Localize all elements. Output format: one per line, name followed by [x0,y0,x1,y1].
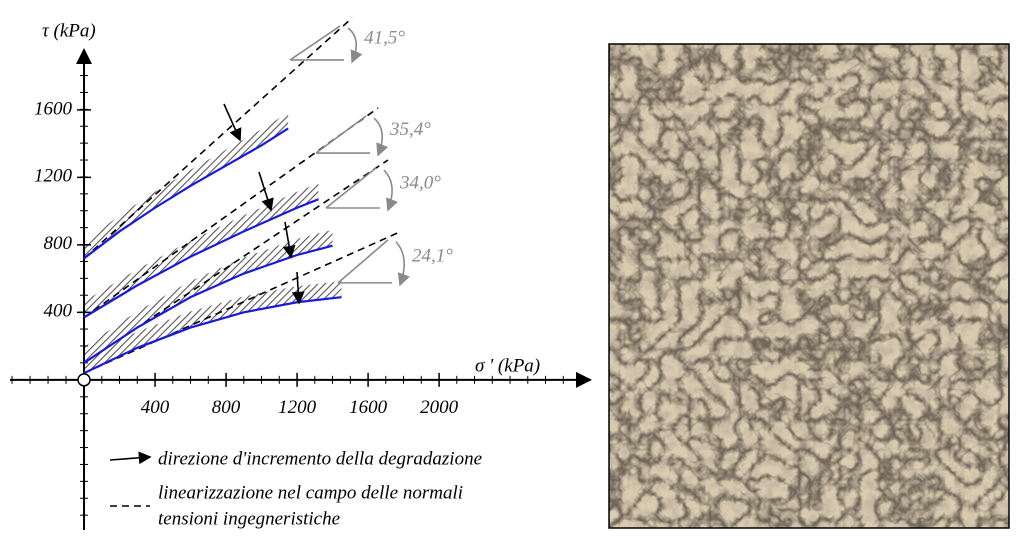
angle-label: 35,4° [389,119,431,140]
angle-sign [289,25,345,61]
envelope-curve [83,198,319,319]
angle-label: 34,0° [399,172,441,193]
angle-arc [373,117,389,157]
envelope-curve [83,244,333,364]
y-tick-label: 800 [44,233,73,254]
plot: 400 800 1200 1600 2000 400 800 1200 1600 σ ' (kPa… [10,17,592,530]
legend-text: direzione d'incremento della degradazion… [158,448,482,469]
x-tick-label: 800 [212,397,241,418]
angle-arc [383,169,398,212]
envelope-curve [83,127,289,260]
origin [77,373,91,387]
x-tick-label: 400 [141,397,170,418]
y-tick-label: 1200 [34,166,73,187]
y-axis-label: τ (kPa) [42,20,96,41]
hatch-band [84,183,319,318]
hatch-band [84,112,289,259]
legend-arrow [109,451,152,465]
rock-photo [608,43,1010,529]
degradation-arrows [223,103,305,305]
linearization [83,231,401,374]
x-tick-label: 1200 [278,397,317,418]
hatch-band [84,229,333,363]
y-tick-label: 400 [44,301,73,322]
angle-arc [395,241,410,287]
angle-label: 41,5° [364,27,405,48]
y-tick-label: 1600 [34,98,73,119]
angle-sign [315,115,371,154]
x-tick-label: 1600 [349,397,388,418]
legend-text: linearizzazione nel campo delle normali [158,482,463,503]
x-tick-label: 2000 [420,397,459,418]
legend: direzione d'incremento della degradazion… [109,448,482,529]
legend-text: tensioni ingegneristiche [158,508,340,529]
angle-arc [347,27,363,64]
angle-sign [325,167,380,209]
x-axis-label: σ ' (kPa) [475,355,540,376]
angle-sign [337,239,393,284]
angle-label: 24,1° [412,246,453,267]
linearization [83,17,353,259]
hatch-band [84,281,342,374]
